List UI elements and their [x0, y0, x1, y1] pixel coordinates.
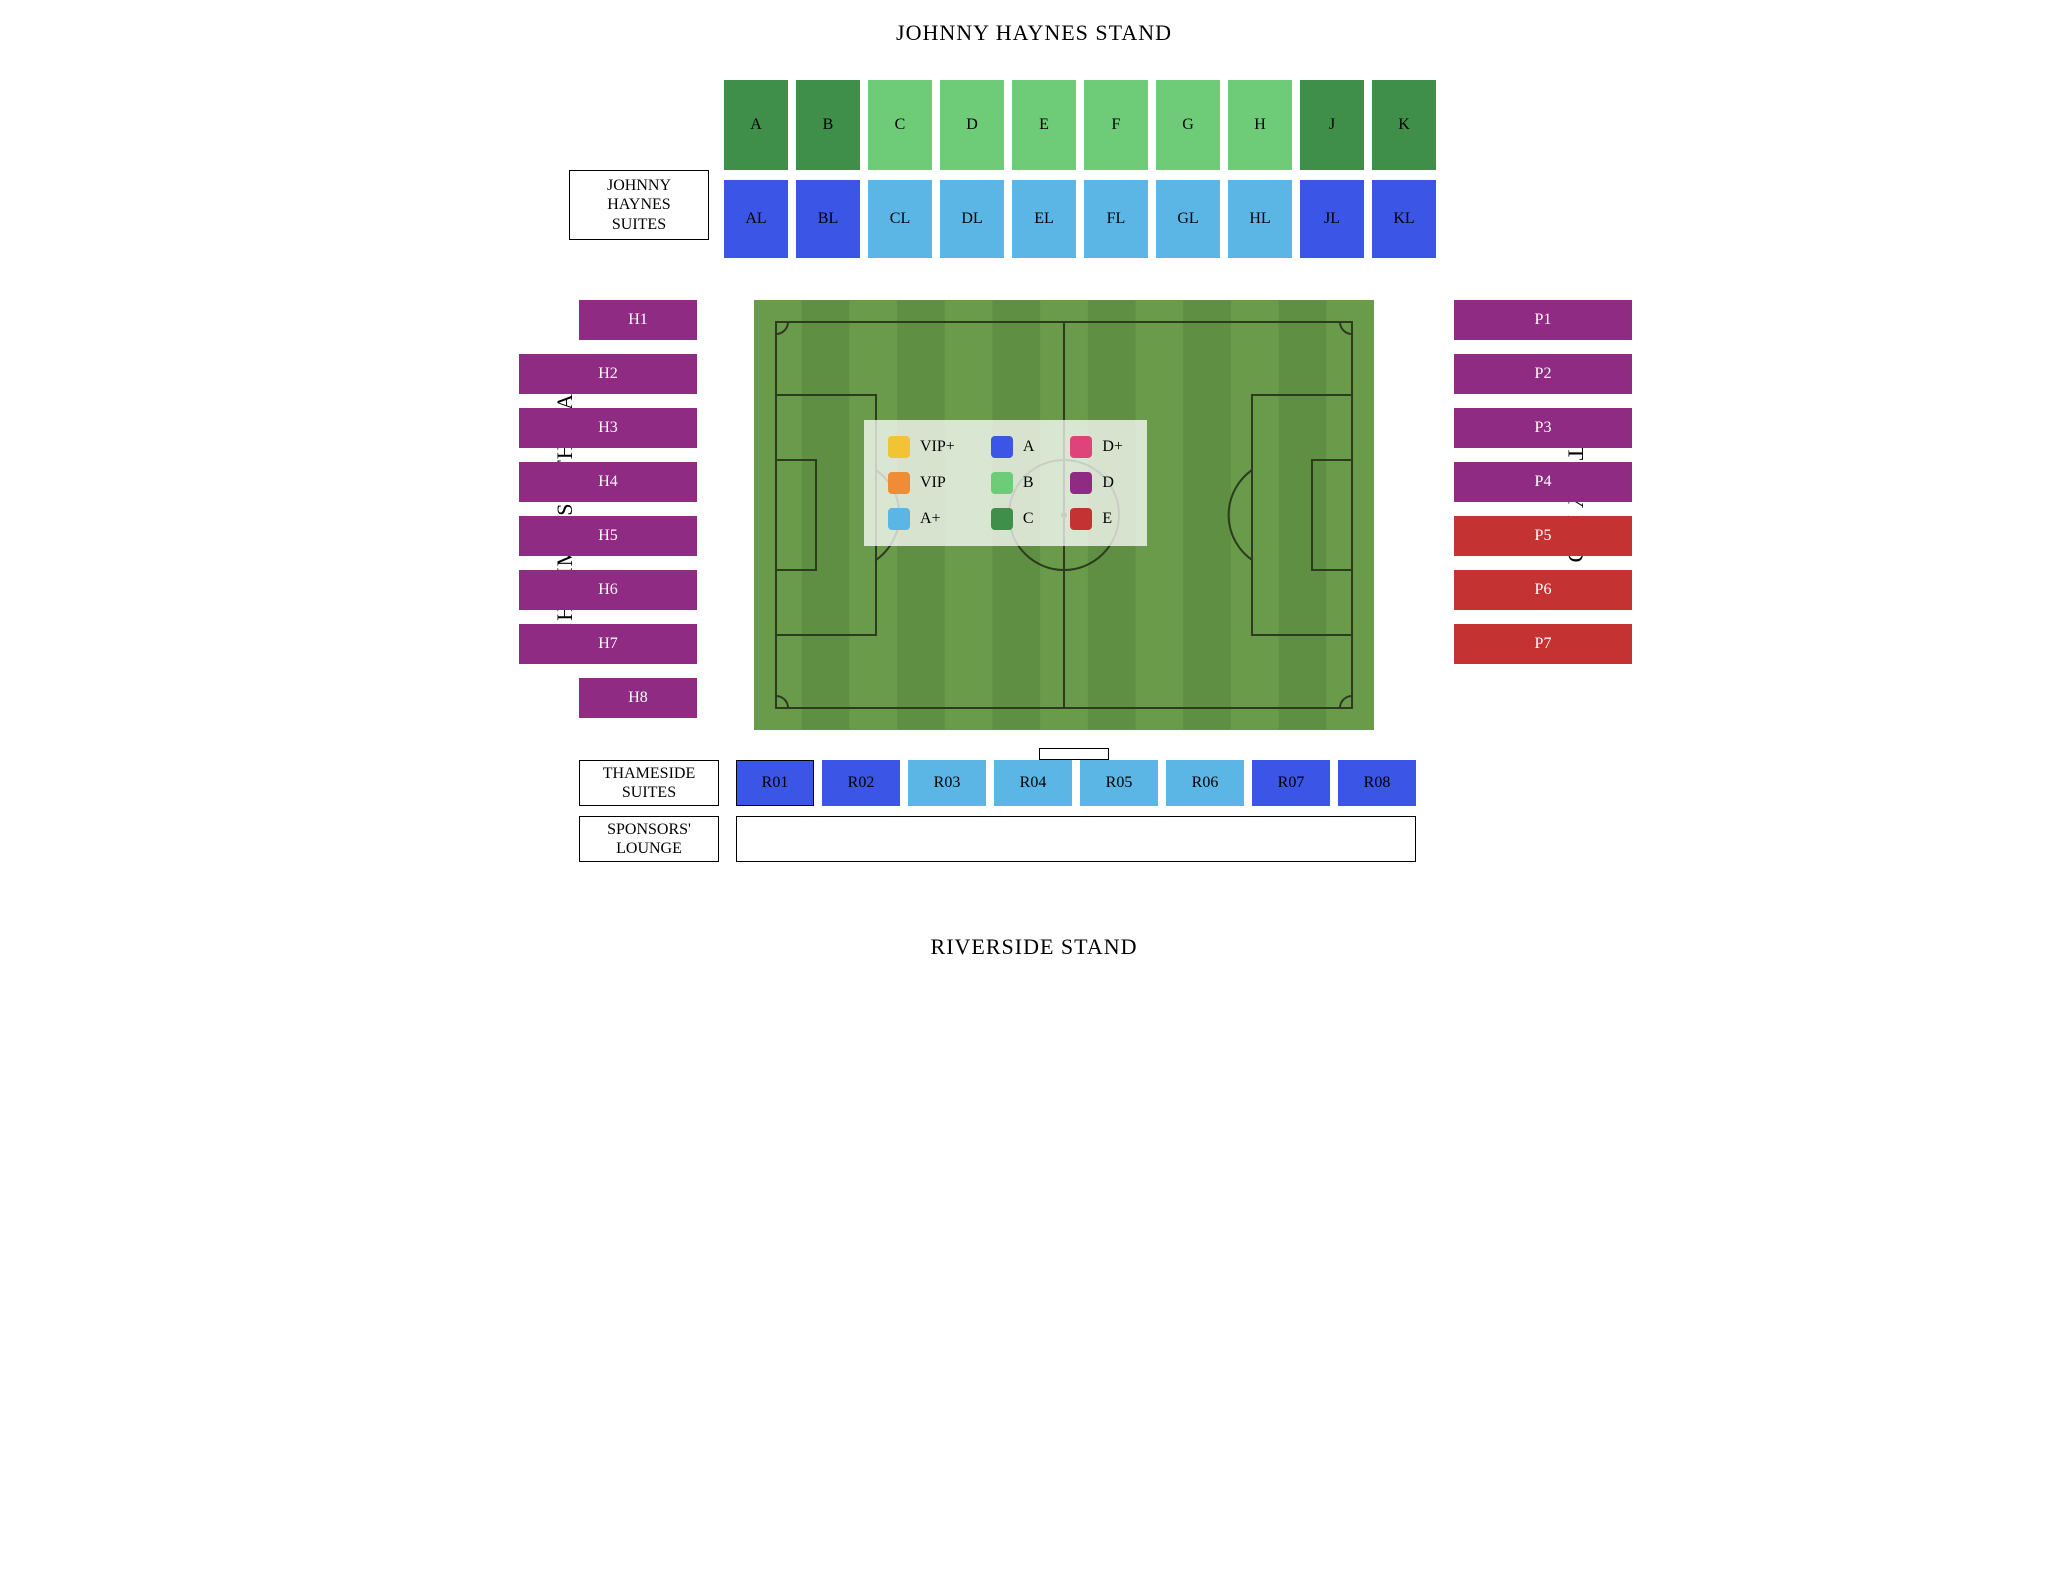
- legend-swatch: [1070, 472, 1092, 494]
- block-top-lower-EL[interactable]: EL: [1012, 180, 1076, 258]
- block-bottom-R04[interactable]: R04: [994, 760, 1072, 806]
- legend-label: VIP+: [920, 438, 955, 456]
- block-bottom-R08[interactable]: R08: [1338, 760, 1416, 806]
- block-right-P2[interactable]: P2: [1454, 354, 1632, 394]
- legend: VIP+ A D+ VIP B D A+ C E: [864, 420, 1147, 546]
- block-top-upper-F[interactable]: F: [1084, 80, 1148, 170]
- block-left-H5[interactable]: H5: [519, 516, 697, 556]
- block-top-upper-B[interactable]: B: [796, 80, 860, 170]
- legend-item-A: A: [991, 436, 1035, 458]
- block-top-upper-E[interactable]: E: [1012, 80, 1076, 170]
- block-left-H8[interactable]: H8: [579, 678, 697, 718]
- stand-label-bottom: RIVERSIDE STAND: [414, 934, 1654, 960]
- legend-label: D: [1102, 474, 1114, 492]
- block-top-upper-H[interactable]: H: [1228, 80, 1292, 170]
- block-top-lower-DL[interactable]: DL: [940, 180, 1004, 258]
- block-top-lower-AL[interactable]: AL: [724, 180, 788, 258]
- legend-label: A: [1023, 438, 1035, 456]
- sponsors-lounge-label: SPONSORS'LOUNGE: [579, 816, 719, 862]
- block-left-H4[interactable]: H4: [519, 462, 697, 502]
- block-top-lower-BL[interactable]: BL: [796, 180, 860, 258]
- block-left-H6[interactable]: H6: [519, 570, 697, 610]
- block-top-upper-C[interactable]: C: [868, 80, 932, 170]
- legend-label: A+: [920, 510, 941, 528]
- block-right-P6[interactable]: P6: [1454, 570, 1632, 610]
- legend-label: E: [1102, 510, 1112, 528]
- block-top-lower-CL[interactable]: CL: [868, 180, 932, 258]
- legend-label: D+: [1102, 438, 1123, 456]
- legend-item-VIPplus: VIP+: [888, 436, 955, 458]
- legend-item-D: D: [1070, 472, 1123, 494]
- block-top-lower-KL[interactable]: KL: [1372, 180, 1436, 258]
- legend-item-VIP: VIP: [888, 472, 955, 494]
- block-top-upper-J[interactable]: J: [1300, 80, 1364, 170]
- johnny-haynes-suites-box: JOHNNY HAYNESSUITES: [569, 170, 709, 240]
- block-top-lower-GL[interactable]: GL: [1156, 180, 1220, 258]
- block-bottom-R02[interactable]: R02: [822, 760, 900, 806]
- block-right-P4[interactable]: P4: [1454, 462, 1632, 502]
- legend-item-C: C: [991, 508, 1035, 530]
- stadium-map: JOHNNY HAYNES STAND RIVERSIDE STAND HAMM…: [414, 20, 1654, 960]
- block-left-H7[interactable]: H7: [519, 624, 697, 664]
- legend-item-B: B: [991, 472, 1035, 494]
- legend-swatch: [991, 436, 1013, 458]
- block-top-lower-HL[interactable]: HL: [1228, 180, 1292, 258]
- thameside-suites-box: THAMESIDESUITES: [579, 760, 719, 806]
- block-top-upper-G[interactable]: G: [1156, 80, 1220, 170]
- legend-label: VIP: [920, 474, 946, 492]
- block-left-H3[interactable]: H3: [519, 408, 697, 448]
- block-top-upper-D[interactable]: D: [940, 80, 1004, 170]
- block-bottom-R05[interactable]: R05: [1080, 760, 1158, 806]
- block-right-P3[interactable]: P3: [1454, 408, 1632, 448]
- block-bottom-R07[interactable]: R07: [1252, 760, 1330, 806]
- legend-swatch: [888, 436, 910, 458]
- legend-label: C: [1023, 510, 1034, 528]
- block-top-upper-A[interactable]: A: [724, 80, 788, 170]
- block-top-upper-K[interactable]: K: [1372, 80, 1436, 170]
- legend-item-E: E: [1070, 508, 1123, 530]
- sponsors-lounge-bar: [736, 816, 1416, 862]
- block-right-P7[interactable]: P7: [1454, 624, 1632, 664]
- legend-swatch: [1070, 436, 1092, 458]
- block-bottom-R06[interactable]: R06: [1166, 760, 1244, 806]
- dugout: [1039, 748, 1109, 760]
- block-left-H2[interactable]: H2: [519, 354, 697, 394]
- stand-label-top: JOHNNY HAYNES STAND: [414, 20, 1654, 46]
- block-bottom-R01[interactable]: R01: [736, 760, 814, 806]
- legend-swatch: [991, 472, 1013, 494]
- legend-item-Dplus: D+: [1070, 436, 1123, 458]
- legend-swatch: [888, 472, 910, 494]
- legend-label: B: [1023, 474, 1034, 492]
- block-right-P5[interactable]: P5: [1454, 516, 1632, 556]
- block-left-H1[interactable]: H1: [579, 300, 697, 340]
- legend-item-Aplus: A+: [888, 508, 955, 530]
- block-top-lower-FL[interactable]: FL: [1084, 180, 1148, 258]
- block-bottom-R03[interactable]: R03: [908, 760, 986, 806]
- legend-swatch: [1070, 508, 1092, 530]
- block-right-P1[interactable]: P1: [1454, 300, 1632, 340]
- block-top-lower-JL[interactable]: JL: [1300, 180, 1364, 258]
- legend-swatch: [991, 508, 1013, 530]
- legend-swatch: [888, 508, 910, 530]
